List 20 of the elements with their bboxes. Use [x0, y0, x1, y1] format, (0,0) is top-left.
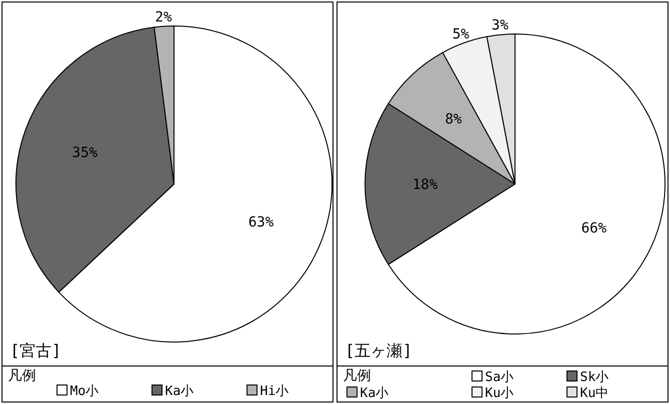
text: [五ヶ瀬]: [345, 341, 412, 360]
legend-title: 凡例: [343, 368, 371, 384]
data-label: 2%: [155, 9, 172, 26]
data-label: 8%: [444, 111, 462, 128]
data-label: 35%: [72, 144, 98, 161]
legend-label: Ku小: [485, 386, 514, 401]
legend-label: Ka小: [165, 384, 194, 399]
legend-label: Ku中: [580, 386, 609, 401]
data-label: 66%: [581, 220, 608, 236]
data-label: 3%: [492, 18, 509, 34]
legend-title: 凡例: [8, 368, 36, 384]
legend-label: Sa小: [485, 370, 514, 385]
data-label: 18%: [412, 177, 438, 193]
data-label: 63%: [248, 214, 274, 231]
text: [宮古]: [10, 341, 62, 360]
data-label: 5%: [452, 26, 470, 42]
legend-label: Mo小: [70, 384, 99, 399]
legend-label: Hi小: [260, 384, 289, 399]
legend-label: Ka小: [360, 386, 389, 401]
legend-label: Sk小: [580, 370, 609, 385]
